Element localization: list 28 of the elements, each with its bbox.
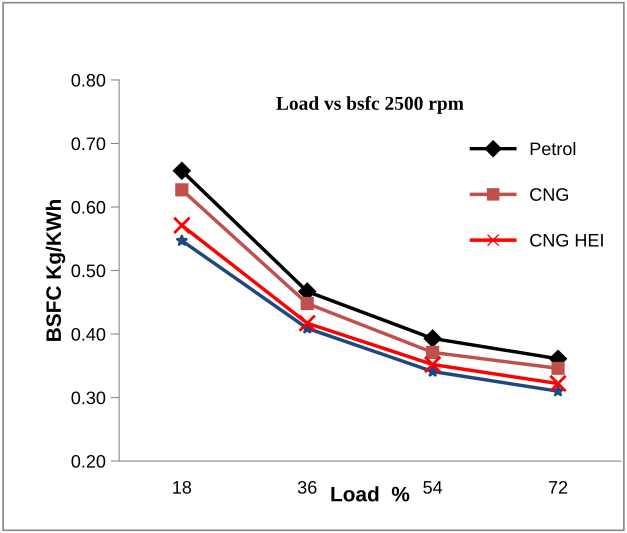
y-tick-label: 0.30 xyxy=(72,391,106,404)
point xyxy=(172,216,191,234)
point xyxy=(549,374,568,393)
legend-label: CNG HEI xyxy=(530,234,603,247)
point xyxy=(424,355,442,374)
y-tick-label: 0.70 xyxy=(72,137,106,150)
y-axis-title: BSFC Kg/KWh xyxy=(46,200,66,341)
point xyxy=(300,296,314,310)
x-axis-title: Load % xyxy=(331,486,410,502)
y-tick-label: 0.50 xyxy=(72,264,106,278)
y-tick-label: 0.40 xyxy=(72,328,106,341)
point xyxy=(175,183,188,196)
point xyxy=(426,346,440,360)
y-tick-label: 0.20 xyxy=(72,454,106,468)
y-tick-label: 0.80 xyxy=(72,74,106,87)
point xyxy=(172,162,191,180)
legend-label: Petrol xyxy=(530,142,576,156)
x-tick-label: 36 xyxy=(298,480,316,494)
point xyxy=(424,330,442,348)
x-tick-label: 18 xyxy=(173,480,192,494)
point xyxy=(551,362,565,375)
point xyxy=(176,234,188,246)
y-tick-label: 0.60 xyxy=(72,200,106,214)
x-tick-label: 72 xyxy=(548,480,568,494)
text: Load vs bsfc 2500 rpm xyxy=(276,96,464,114)
x-tick-label: 54 xyxy=(423,481,442,494)
legend-label: CNG xyxy=(530,188,568,201)
point xyxy=(298,314,316,332)
